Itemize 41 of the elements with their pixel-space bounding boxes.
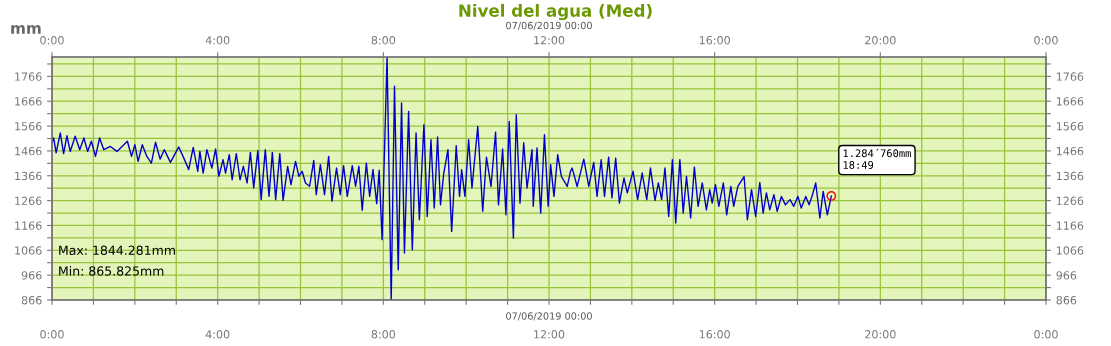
x2-tick-label: 0:00 <box>40 330 64 339</box>
y-tick-label: 1366 <box>15 171 42 181</box>
x2-tick-label: 8:00 <box>371 330 396 339</box>
x-tick-label: 4:00 <box>205 36 230 45</box>
y2-tick-label: 1066 <box>1056 246 1084 255</box>
y-tick-label: 1266 <box>15 196 42 205</box>
x2-tick-label: 20:00 <box>865 330 896 339</box>
y-tick-label: 1766 <box>15 72 42 81</box>
y2-tick-label: 1366 <box>1056 171 1084 181</box>
x-tick-label: 8:00 <box>371 36 396 45</box>
y2-tick-label: 1566 <box>1056 122 1084 131</box>
y-tick-label: 1566 <box>15 122 42 131</box>
x-tick-label: 12:00 <box>534 36 565 45</box>
y2-tick-label: 966 <box>1056 271 1077 280</box>
x-tick-label: 16:00 <box>699 36 730 45</box>
y-tick-label: 1066 <box>15 246 42 255</box>
y-tick-label: 1166 <box>15 221 42 230</box>
x-tick-label: 0:00 <box>40 36 64 45</box>
x2-tick-label: 12:00 <box>534 330 565 339</box>
x-tick-label: 0:00 <box>1034 36 1058 45</box>
x2-tick-label: 16:00 <box>699 330 730 339</box>
y2-tick-label: 866 <box>1056 295 1077 305</box>
y2-tick-label: 1666 <box>1056 97 1084 106</box>
x2-tick-label: 0:00 <box>1034 330 1058 339</box>
x2-tick-label: 4:00 <box>205 330 230 339</box>
chart-title: Nivel del agua (Med) <box>459 3 652 21</box>
y2-tick-label: 1266 <box>1056 196 1084 205</box>
y2-tick-label: 1466 <box>1056 146 1084 156</box>
y2-tick-label: 1166 <box>1056 221 1084 230</box>
y-tick-label: 1666 <box>15 97 42 106</box>
y-axis-title: mm <box>11 25 41 34</box>
y-tick-label: 1466 <box>15 146 42 156</box>
x-axis-title: 07/06/2019 00:00 <box>506 312 592 321</box>
y-tick-label: 866 <box>21 295 42 305</box>
annotation: Max: 1844.281mm <box>59 245 175 256</box>
annotation: Min: 865.825mm <box>59 266 164 276</box>
annotation: 1.284´760mm 18:49 <box>843 148 911 169</box>
y-tick-label: 966 <box>21 271 42 280</box>
x2-axis-title: 07/06/2019 00:00 <box>506 21 592 30</box>
y2-tick-label: 1766 <box>1056 72 1084 81</box>
x-tick-label: 20:00 <box>865 36 896 45</box>
